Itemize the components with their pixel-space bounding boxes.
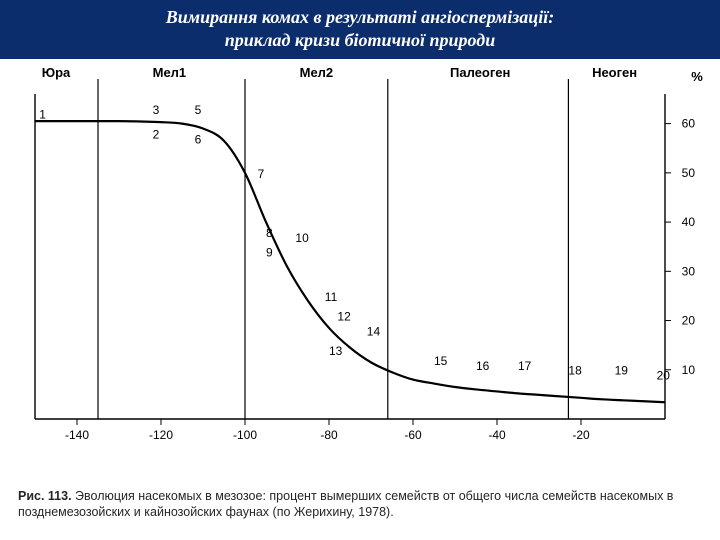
svg-text:19: 19 [615,364,629,378]
svg-text:17: 17 [518,359,532,373]
svg-text:40: 40 [682,215,696,229]
svg-text:%: % [691,69,703,84]
svg-text:2: 2 [153,127,160,141]
svg-text:12: 12 [337,310,351,324]
title-line-2: приклад кризи біотичної природи [12,29,708,52]
svg-text:15: 15 [434,354,448,368]
svg-text:Юра: Юра [42,65,71,80]
svg-text:Мел1: Мел1 [153,65,187,80]
svg-text:-20: -20 [572,428,590,442]
svg-text:Мел2: Мел2 [300,65,334,80]
svg-text:1: 1 [39,108,46,122]
svg-text:13: 13 [329,344,343,358]
caption-lead: Рис. 113. [18,489,72,503]
svg-text:3: 3 [153,103,160,117]
svg-text:20: 20 [682,314,696,328]
svg-text:-80: -80 [320,428,338,442]
svg-text:14: 14 [367,324,381,338]
svg-text:Палеоген: Палеоген [450,65,510,80]
svg-text:8: 8 [266,226,273,240]
caption-text: Эволюция насекомых в мезозое: процент вы… [18,489,673,519]
svg-text:-40: -40 [488,428,506,442]
svg-text:16: 16 [476,359,490,373]
svg-text:Неоген: Неоген [592,65,637,80]
svg-text:5: 5 [195,103,202,117]
svg-text:10: 10 [295,231,309,245]
svg-text:30: 30 [682,264,696,278]
chart-container: Юра Мел1 Мел2 Палеоген Неоген% 10 20 30 40 50 60 -1… [0,59,720,489]
figure-caption: Рис. 113. Эволюция насекомых в мезозое: … [0,489,720,520]
chart-svg: Юра Мел1 Мел2 Палеоген Неоген% 10 20 30 40 50 60 -1… [0,59,720,489]
svg-text:11: 11 [325,290,338,304]
slide-title: Вимирання комах в результаті ангіоспермі… [0,0,720,59]
svg-text:50: 50 [682,166,696,180]
svg-text:-140: -140 [65,428,89,442]
svg-text:-60: -60 [404,428,422,442]
svg-text:6: 6 [195,132,202,146]
svg-text:60: 60 [682,117,696,131]
svg-text:-120: -120 [149,428,173,442]
title-line-1: Вимирання комах в результаті ангіоспермі… [12,6,708,29]
svg-text:-100: -100 [233,428,257,442]
svg-text:20: 20 [657,369,671,383]
svg-text:10: 10 [682,363,696,377]
svg-text:18: 18 [568,364,582,378]
svg-text:9: 9 [266,246,273,260]
svg-text:7: 7 [258,167,265,181]
